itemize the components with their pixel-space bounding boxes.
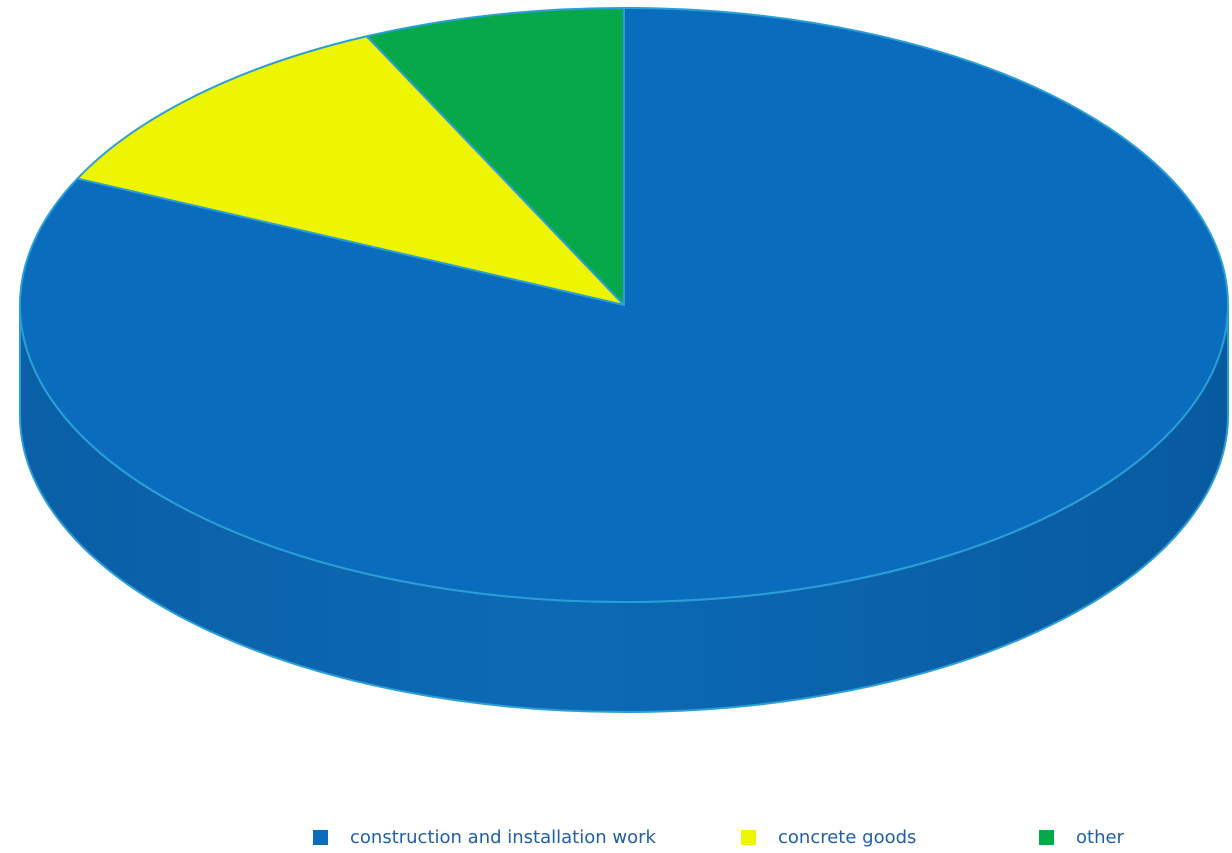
pie-slice-other [365, 7, 625, 306]
pie-slice-construction [19, 7, 1229, 603]
legend-swatch-construction [313, 829, 328, 845]
legend-item-construction: construction and installation work [313, 822, 656, 852]
chart-legend: construction and installation work concr… [0, 822, 1232, 852]
legend-swatch-other [1039, 829, 1054, 845]
pie-slice-concrete [76, 35, 625, 306]
legend-label-construction: construction and installation work [350, 826, 656, 848]
legend-item-concrete: concrete goods [741, 822, 916, 852]
legend-label-other: other [1076, 826, 1124, 848]
legend-swatch-concrete [741, 829, 756, 845]
legend-item-other: other [1039, 822, 1124, 852]
legend-label-concrete: concrete goods [778, 826, 917, 848]
pie-top-face [19, 7, 1229, 603]
